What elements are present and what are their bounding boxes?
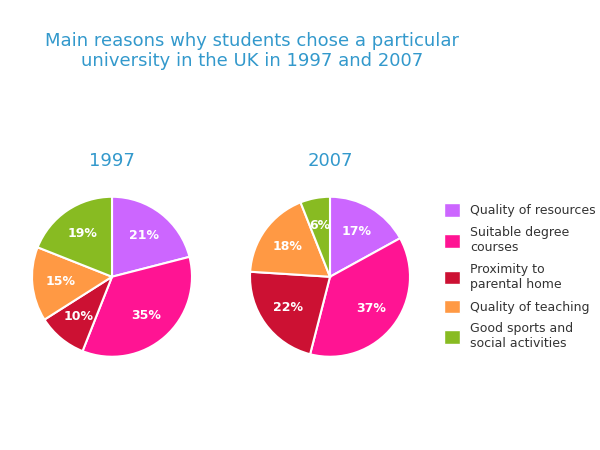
Text: 6%: 6% <box>310 219 331 232</box>
Text: 15%: 15% <box>45 275 75 288</box>
Text: Main reasons why students chose a particular
university in the UK in 1997 and 20: Main reasons why students chose a partic… <box>45 32 459 70</box>
Wedge shape <box>310 238 410 357</box>
Text: 35%: 35% <box>131 309 161 322</box>
Wedge shape <box>32 248 112 320</box>
Text: 22%: 22% <box>273 301 303 314</box>
Wedge shape <box>301 197 330 277</box>
Wedge shape <box>38 197 112 277</box>
Wedge shape <box>250 202 330 277</box>
Wedge shape <box>112 197 190 277</box>
Wedge shape <box>44 277 112 351</box>
Title: 1997: 1997 <box>89 152 135 170</box>
Title: 2007: 2007 <box>307 152 353 170</box>
Wedge shape <box>250 272 330 354</box>
Text: 17%: 17% <box>341 225 371 238</box>
Text: 37%: 37% <box>356 302 386 315</box>
Text: 19%: 19% <box>68 227 98 240</box>
Text: 21%: 21% <box>129 229 159 242</box>
Wedge shape <box>330 197 400 277</box>
Text: 10%: 10% <box>64 310 94 323</box>
Text: 18%: 18% <box>273 240 303 253</box>
Wedge shape <box>83 257 192 357</box>
Legend: Quality of resources, Suitable degree
courses, Proximity to
parental home, Quali: Quality of resources, Suitable degree co… <box>440 199 599 354</box>
